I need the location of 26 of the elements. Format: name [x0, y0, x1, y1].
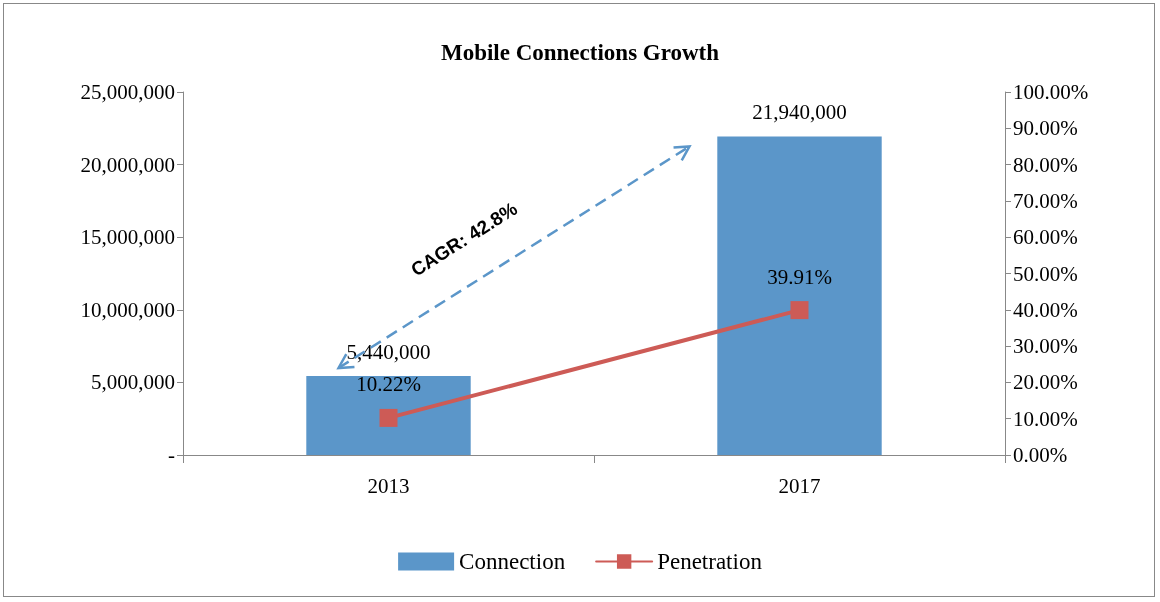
y2-tick-label: 60.00% [1013, 225, 1078, 250]
y-tick-label: 10,000,000 [80, 297, 175, 322]
y2-tick-label: 40.00% [1013, 297, 1078, 322]
data-label: 10.22% [356, 372, 421, 397]
y2-tick-label: 10.00% [1013, 406, 1078, 431]
data-label: 39.91% [767, 264, 832, 289]
x-tick-label: 2013 [367, 473, 410, 498]
legend-label: Connection [459, 549, 566, 574]
y2-tick-label: 20.00% [1013, 370, 1078, 395]
data-label: 21,940,000 [752, 99, 847, 124]
y-tick-label: 15,000,000 [80, 225, 175, 250]
legend-label: Penetration [657, 549, 763, 574]
y2-tick-label: 80.00% [1013, 152, 1078, 177]
chart-title: Mobile Connections Growth [440, 40, 720, 65]
data-label: 5,440,000 [346, 339, 431, 364]
y2-tick-label: 50.00% [1013, 261, 1078, 286]
y2-tick-label: 70.00% [1013, 188, 1078, 213]
y2-tick-label: 100.00% [1013, 80, 1089, 104]
y-tick-label: - [168, 443, 175, 467]
y-tick-label: 25,000,000 [80, 80, 175, 104]
y2-tick-label: 90.00% [1013, 116, 1078, 141]
y2-tick-label: 0.00% [1013, 443, 1068, 467]
y2-tick-label: 30.00% [1013, 334, 1078, 359]
y-tick-label: 20,000,000 [80, 152, 175, 177]
y-tick-label: 5,000,000 [91, 370, 175, 395]
x-tick-label: 2017 [778, 473, 821, 498]
